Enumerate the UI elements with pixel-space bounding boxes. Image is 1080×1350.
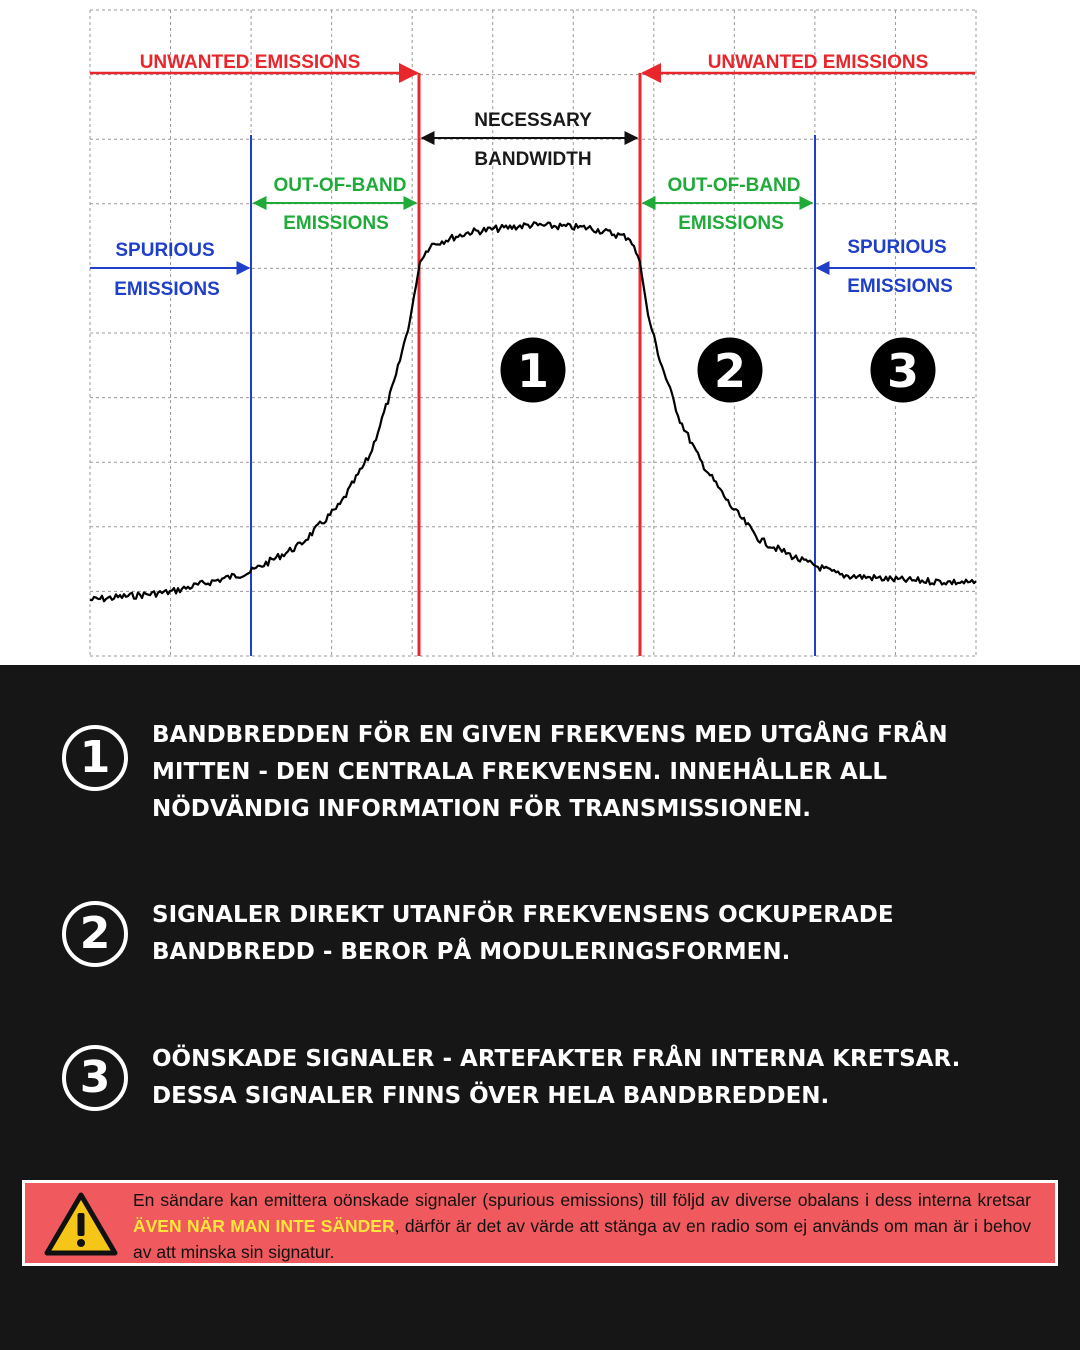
label-oob-left-1: OUT-OF-BAND <box>274 175 407 196</box>
svg-text:1: 1 <box>517 344 549 398</box>
explanation-text-1: BANDBREDDEN FÖR EN GIVEN FREKVENS MED UT… <box>152 722 948 822</box>
svg-text:3: 3 <box>887 344 919 398</box>
warning-text: En sändare kan emittera oönskade signale… <box>133 1187 1031 1265</box>
label-necessary: NECESSARY <box>474 110 592 131</box>
explanation-section: 1 BANDBREDDEN FÖR EN GIVEN FREKVENS MED … <box>0 665 1080 1350</box>
label-spurious-right-1: SPURIOUS <box>847 237 946 258</box>
label-spurious-left-2: EMISSIONS <box>114 279 220 300</box>
warning-triangle-icon <box>44 1192 118 1256</box>
label-spurious-right-2: EMISSIONS <box>847 276 953 297</box>
warning-box: En sändare kan emittera oönskade signale… <box>22 1180 1058 1266</box>
warning-highlight: ÄVEN NÄR MAN INTE SÄNDER <box>133 1216 395 1236</box>
grid <box>89 9 977 657</box>
explanation-text-2: SIGNALER DIREKT UTANFÖR FREKVENSENS OCKU… <box>152 902 894 965</box>
label-oob-left-2: EMISSIONS <box>283 213 389 234</box>
marker-3: 3 <box>867 334 939 406</box>
signal-trace <box>89 221 977 603</box>
warning-text-end: , därför är det av värde att stänga av e… <box>133 1216 1031 1262</box>
label-unwanted-right: UNWANTED EMISSIONS <box>708 52 929 73</box>
label-spurious-left-1: SPURIOUS <box>115 240 214 261</box>
emission-diagram: UNWANTED EMISSIONS UNWANTED EMISSIONS NE… <box>0 0 1080 665</box>
number-badge-2: 2 <box>62 901 128 967</box>
label-bandwidth: BANDWIDTH <box>474 149 591 170</box>
svg-text:2: 2 <box>714 344 746 398</box>
emission-diagram-svg: UNWANTED EMISSIONS UNWANTED EMISSIONS NE… <box>89 9 977 657</box>
label-unwanted-left: UNWANTED EMISSIONS <box>140 52 361 73</box>
label-oob-right-1: OUT-OF-BAND <box>668 175 801 196</box>
label-oob-right-2: EMISSIONS <box>678 213 784 234</box>
marker-1: 1 <box>497 334 569 406</box>
number-badge-1: 1 <box>62 725 128 791</box>
explanation-text-3: OÖNSKADE SIGNALER - ARTEFAKTER FRÅN INTE… <box>152 1046 961 1109</box>
marker-2: 2 <box>694 334 766 406</box>
warning-text-start: En sändare kan emittera oönskade signale… <box>133 1190 1031 1210</box>
number-badge-3: 3 <box>62 1045 128 1111</box>
